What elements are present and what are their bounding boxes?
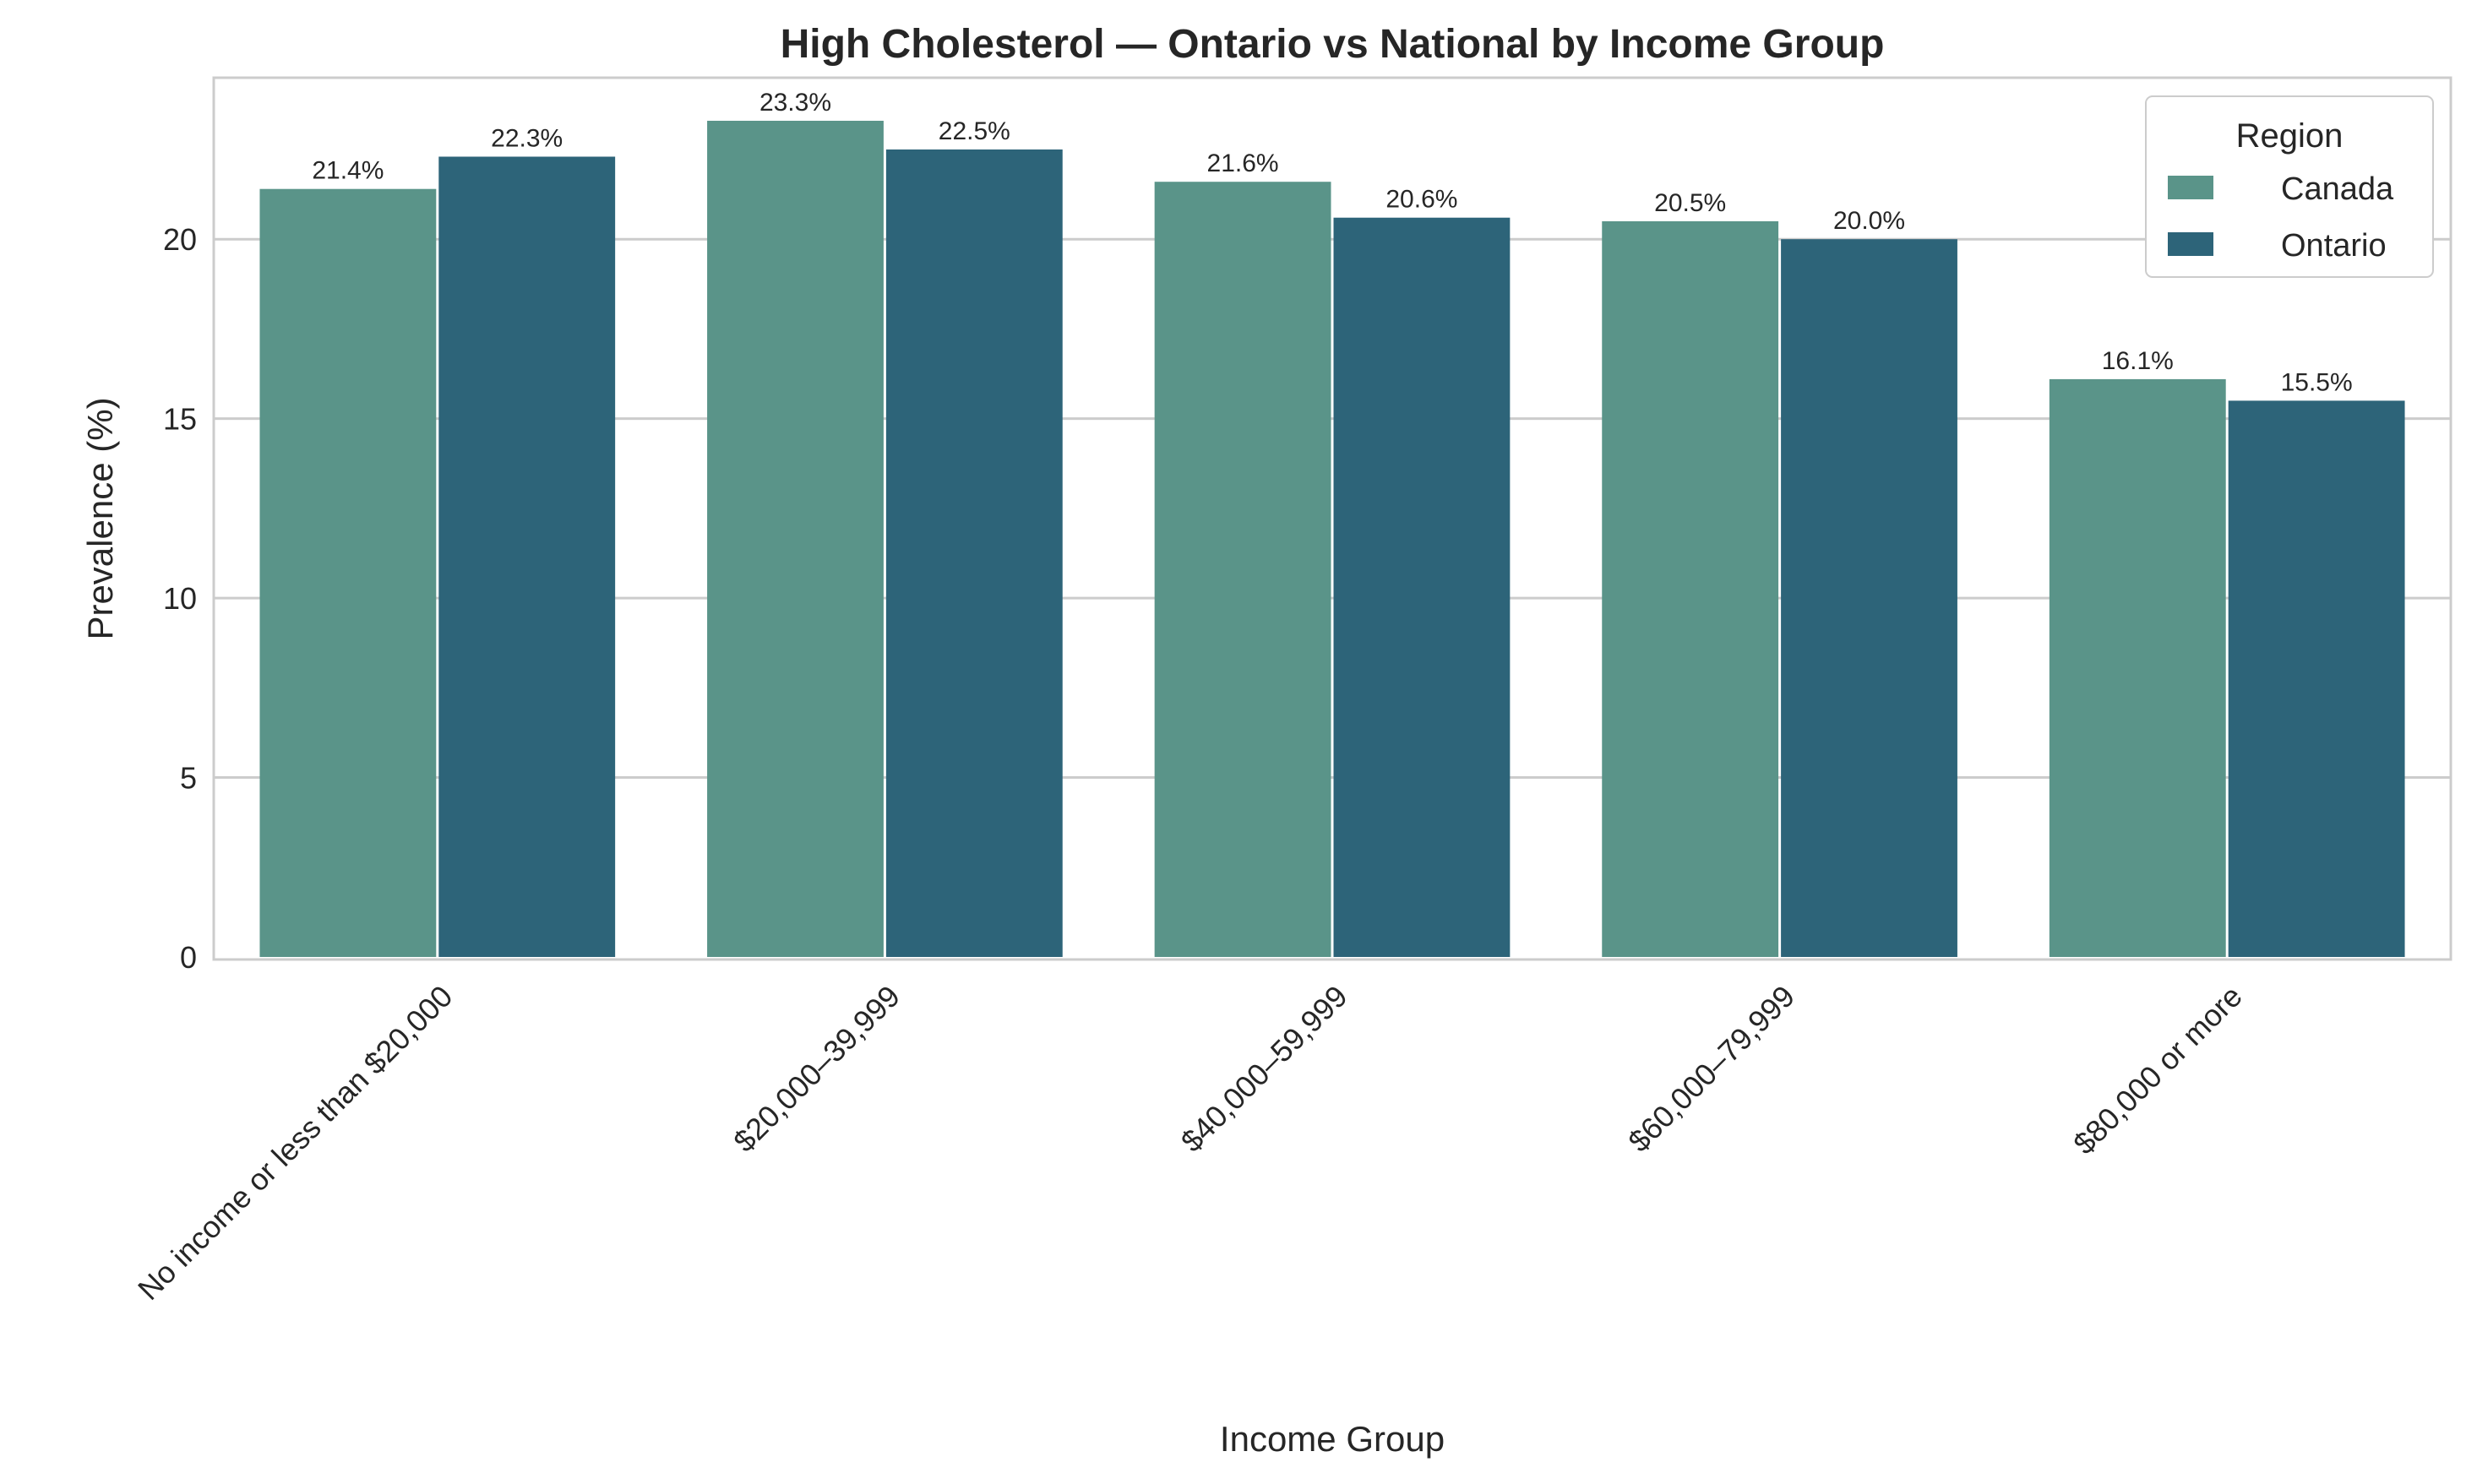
y-tick-label: 0 [180, 940, 197, 975]
data-label-ontario-5: 15.5% [2281, 368, 2353, 396]
bar-canada-5 [2049, 378, 2226, 957]
data-label-ontario-4: 20.0% [1833, 207, 1905, 235]
legend-title: Region [2236, 117, 2344, 155]
y-tick-label: 20 [163, 222, 197, 257]
bar-ontario-5 [2228, 400, 2405, 957]
y-tick-label: 15 [163, 402, 197, 437]
y-axis: 0 5 10 15 20 [163, 222, 197, 975]
data-label-canada-1: 21.4% [312, 157, 384, 185]
bar-canada-1 [259, 188, 437, 957]
chart-title: High Cholesterol — Ontario vs National b… [781, 22, 1885, 67]
legend-swatch-canada [2168, 176, 2213, 199]
data-label-ontario-2: 22.5% [939, 117, 1010, 145]
bar-ontario-3 [1333, 217, 1511, 957]
legend-label-canada: Canada [2281, 171, 2394, 207]
x-axis-label: Income Group [1220, 1419, 1445, 1459]
bar-ontario-2 [885, 149, 1063, 957]
data-label-ontario-1: 22.3% [491, 124, 563, 152]
data-label-canada-5: 16.1% [2102, 347, 2174, 375]
data-label-canada-2: 23.3% [759, 89, 831, 117]
y-tick-label: 10 [163, 581, 197, 616]
bar-ontario-4 [1781, 239, 1957, 957]
data-labels: 21.4% 23.3% 21.6% 20.5% 16.1% 22.3% 22.5% 20.6%… [312, 89, 2352, 396]
y-tick-label: 5 [180, 761, 197, 796]
bars [259, 120, 2405, 958]
bar-ontario-1 [438, 156, 616, 958]
plot-frame [212, 76, 2452, 961]
legend: Region Canada Ontario [2145, 95, 2434, 278]
bar-canada-3 [1154, 182, 1331, 958]
data-label-canada-4: 20.5% [1654, 189, 1726, 217]
legend-swatch-ontario [2168, 232, 2213, 256]
bar-canada-2 [707, 120, 884, 957]
y-axis-label: Prevalence (%) [80, 397, 120, 639]
legend-label-ontario: Ontario [2281, 228, 2387, 264]
data-label-ontario-3: 20.6% [1385, 186, 1457, 214]
legend-frame [2145, 95, 2434, 278]
data-label-canada-3: 21.6% [1207, 149, 1279, 177]
bar-canada-4 [1602, 220, 1779, 957]
